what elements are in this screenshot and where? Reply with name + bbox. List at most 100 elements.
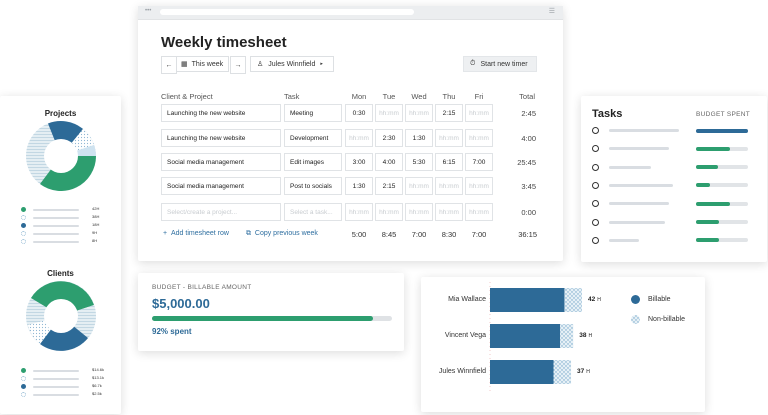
day-total: 8:45: [381, 230, 397, 239]
person-label: Jules Winnfield: [438, 368, 486, 375]
browser-bar: ••• ☰: [138, 6, 563, 20]
project-select[interactable]: Social media management: [161, 177, 281, 195]
task-check-icon[interactable]: [592, 200, 599, 208]
task-check-icon[interactable]: [592, 181, 599, 189]
time-entry-input[interactable]: hh:mm: [435, 129, 463, 147]
projects-legend-bar: [33, 233, 79, 235]
task-budget-track: [696, 183, 748, 188]
prev-week-button[interactable]: ←: [161, 56, 177, 74]
projects-legend-value: 18H: [92, 222, 100, 227]
clients-legend-bar: [33, 394, 79, 396]
project-select-empty[interactable]: Select/create a project...: [161, 203, 281, 221]
task-select[interactable]: Post to socials: [284, 177, 342, 195]
row-total: 2:45: [521, 109, 536, 118]
clients-legend-dot-icon: [21, 376, 26, 381]
time-entry-input[interactable]: 6:15: [435, 153, 463, 171]
projects-legend-value: 38H: [92, 214, 100, 219]
time-entry-input[interactable]: 3:00: [345, 153, 373, 171]
project-select[interactable]: Launching the new website: [161, 129, 281, 147]
budget-progress-track: [152, 316, 392, 321]
clients-legend-value: $14.6k: [92, 367, 105, 372]
projects-legend-value: 9H: [92, 230, 98, 235]
budget-label: BUDGET - BILLABLE AMOUNT: [152, 284, 252, 291]
row-total: 0:00: [521, 208, 536, 217]
task-check-icon[interactable]: [592, 127, 599, 134]
projects-legend-item: 9H: [21, 230, 101, 237]
clients-legend-item: $2.5k: [21, 391, 102, 398]
non-billable-bar: [560, 324, 574, 348]
time-entry-input[interactable]: 0:30: [345, 104, 373, 122]
user-label: Jules Winnfield: [268, 60, 316, 68]
hours-total-value: 38: [579, 332, 587, 339]
legend-non-billable-label: Non-billable: [648, 316, 685, 323]
task-name-placeholder: [609, 202, 669, 206]
billable-bar: [490, 360, 554, 384]
hours-by-person-chart: Mia Wallace 42 H Vincent Vega 38 H Jules Winnf…: [421, 277, 705, 412]
start-new-timer-button[interactable]: ⏱ Start new timer: [463, 56, 537, 72]
time-entry-input[interactable]: hh:mm: [435, 203, 463, 221]
projects-donut-chart: [26, 121, 96, 191]
time-entry-input[interactable]: 2:30: [375, 129, 403, 147]
next-week-button[interactable]: →: [230, 56, 246, 74]
time-entry-input[interactable]: hh:mm: [375, 104, 403, 122]
time-entry-input[interactable]: 1:30: [345, 177, 373, 195]
legend-billable-swatch: [631, 295, 640, 304]
person-label: Mia Wallace: [448, 296, 486, 303]
clients-legend-dot-icon: [21, 392, 26, 397]
project-select[interactable]: Social media management: [161, 153, 281, 171]
time-entry-input[interactable]: 5:30: [405, 153, 433, 171]
time-entry-input[interactable]: 4:00: [375, 153, 403, 171]
hours-total-value: 42: [588, 296, 596, 303]
header-day: Thu: [442, 92, 456, 101]
row-total: 4:00: [521, 134, 536, 143]
task-check-icon[interactable]: [592, 145, 599, 153]
task-budget-fill: [696, 128, 748, 133]
task-check-icon[interactable]: [592, 218, 599, 226]
time-entry-input[interactable]: hh:mm: [405, 203, 433, 221]
projects-legend-item: 38H: [21, 214, 101, 221]
project-select[interactable]: Launching the new website: [161, 104, 281, 122]
projects-legend-bar: [33, 225, 79, 227]
copy-previous-week-link[interactable]: ⧉ Copy previous week: [246, 230, 318, 238]
task-select[interactable]: Development: [284, 129, 342, 147]
time-entry-input[interactable]: hh:mm: [465, 104, 493, 122]
clients-legend-bar: [33, 378, 79, 380]
time-entry-input[interactable]: 1:30: [405, 129, 433, 147]
add-timesheet-row-link[interactable]: + Add timesheet row: [163, 230, 229, 237]
copy-week-label: Copy previous week: [254, 230, 318, 237]
task-budget-track: [696, 201, 748, 206]
user-selector[interactable]: ♙ Jules Winnfield ▸: [250, 56, 334, 72]
projects-legend-dot-icon: [21, 239, 26, 244]
billable-bar: [490, 288, 565, 312]
week-label: This week: [191, 60, 224, 68]
time-entry-input[interactable]: hh:mm: [405, 177, 433, 195]
week-selector[interactable]: ▦ This week: [176, 56, 229, 72]
url-bar[interactable]: [160, 9, 414, 15]
time-entry-input[interactable]: hh:mm: [345, 129, 373, 147]
time-entry-input[interactable]: hh:mm: [465, 129, 493, 147]
time-entry-input[interactable]: hh:mm: [375, 203, 403, 221]
task-select[interactable]: Meeting: [284, 104, 342, 122]
arrow-left-icon: ←: [165, 61, 173, 69]
projects-legend-dot-icon: [21, 231, 26, 236]
task-select-empty[interactable]: Select a task...: [284, 203, 342, 221]
time-entry-input[interactable]: hh:mm: [465, 203, 493, 221]
task-check-icon[interactable]: [592, 236, 599, 244]
user-icon: ♙: [257, 61, 264, 68]
time-entry-input[interactable]: 2:15: [375, 177, 403, 195]
time-entry-input[interactable]: hh:mm: [465, 177, 493, 195]
time-entry-input[interactable]: hh:mm: [435, 177, 463, 195]
header-day: Mon: [351, 92, 367, 101]
time-entry-input[interactable]: hh:mm: [345, 203, 373, 221]
menu-icon[interactable]: ☰: [548, 8, 555, 15]
projects-legend-value: 8H: [92, 238, 98, 243]
task-check-icon[interactable]: [592, 163, 599, 171]
time-entry-input[interactable]: hh:mm: [405, 104, 433, 122]
time-entry-input[interactable]: 7:00: [465, 153, 493, 171]
hours-unit: H: [597, 297, 601, 303]
time-entry-input[interactable]: 2:15: [435, 104, 463, 122]
projects-title: Projects: [44, 109, 77, 118]
start-timer-label: Start new timer: [480, 60, 528, 68]
task-select[interactable]: Edit images: [284, 153, 342, 171]
hours-total-label: 42 H: [588, 296, 601, 303]
